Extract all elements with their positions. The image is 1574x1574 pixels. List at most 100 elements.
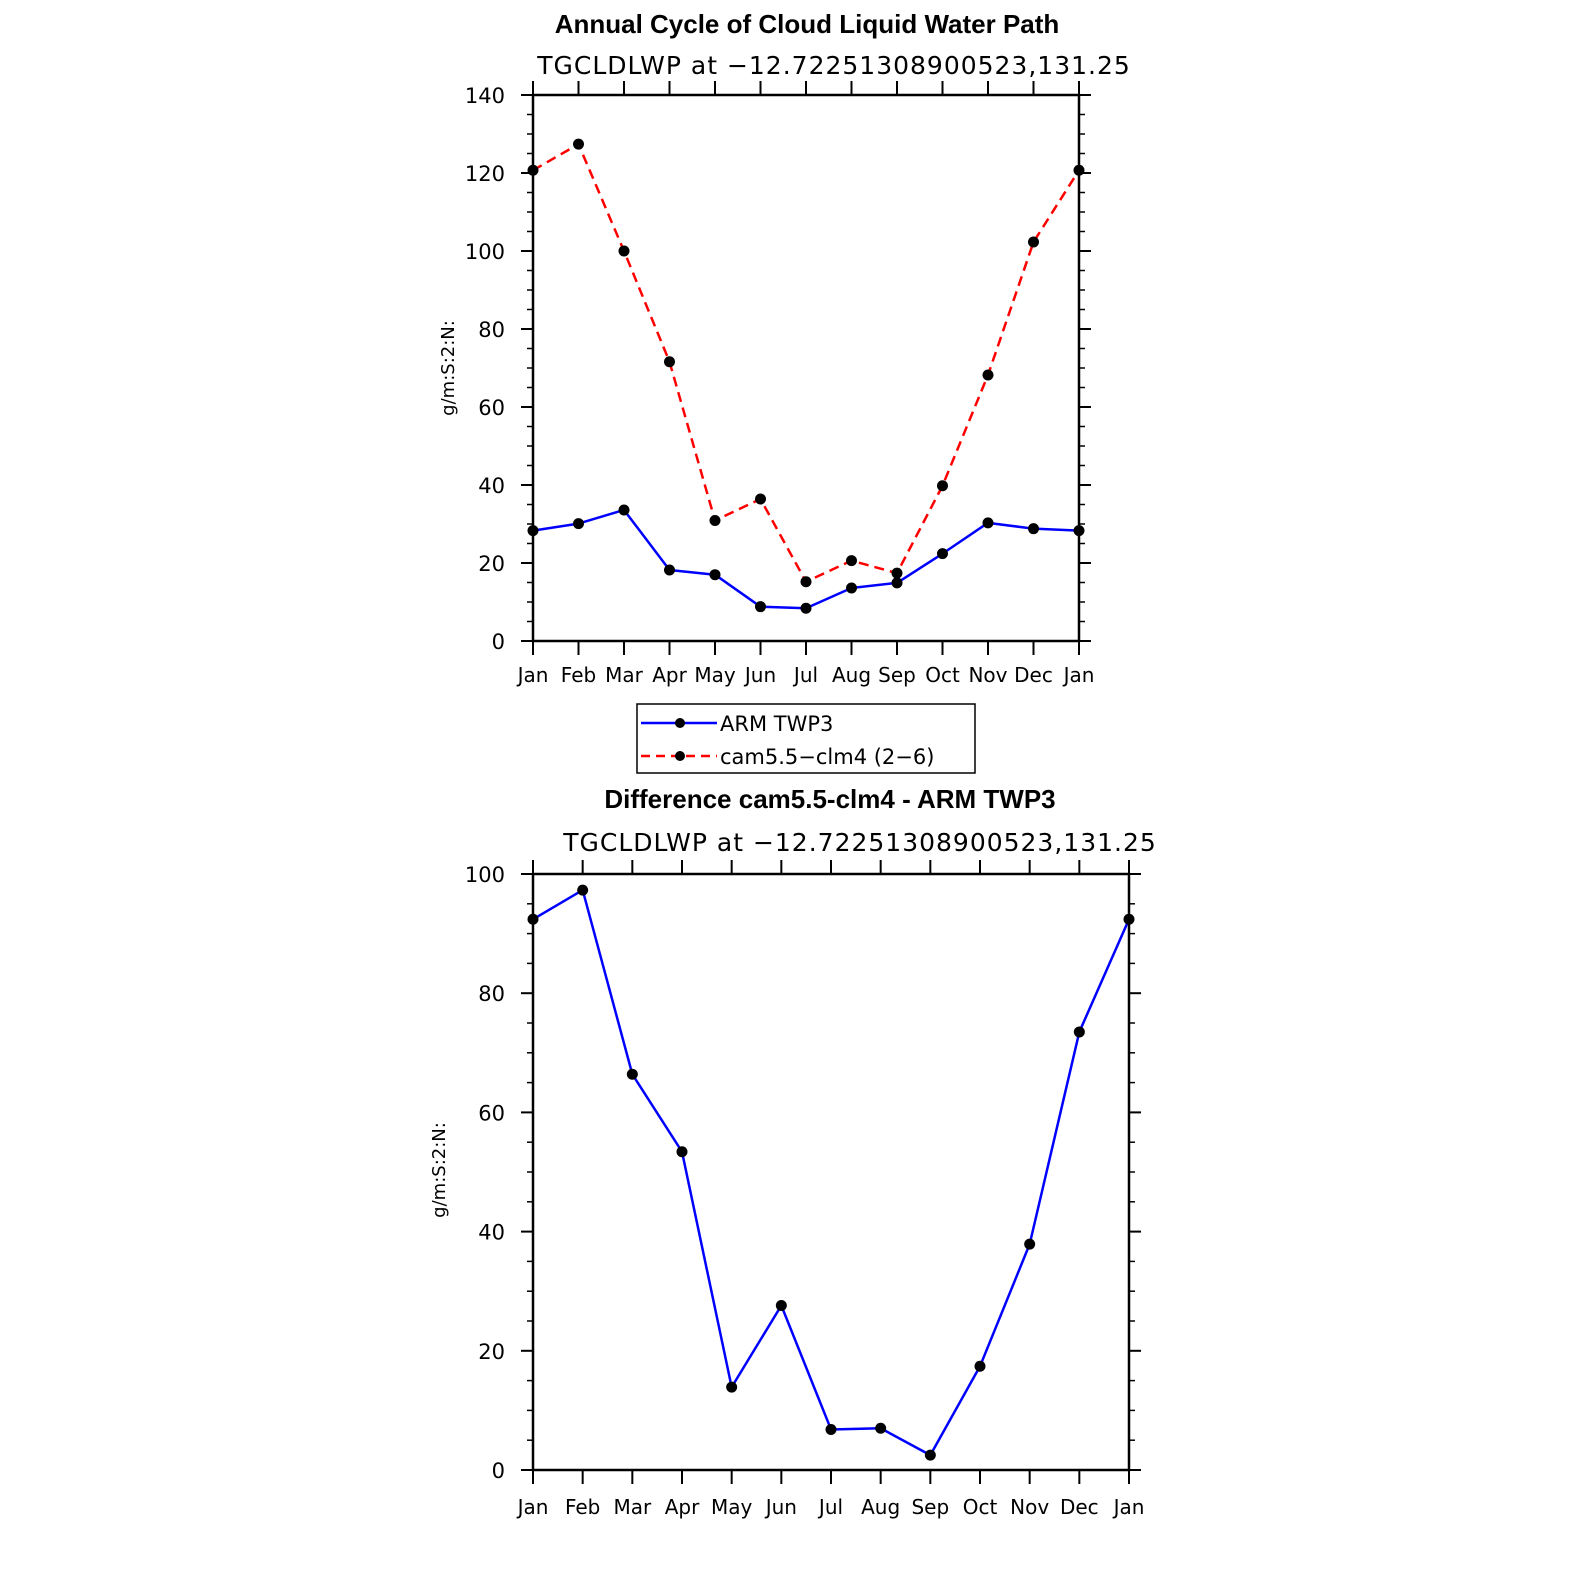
top-series-1-point: [573, 138, 584, 150]
top-xtick-label-jun: Jun: [743, 663, 776, 687]
bottom-xtick-label-apr: Apr: [665, 1495, 700, 1519]
top-ytick-label: 100: [465, 240, 505, 264]
bottom-series-0-point: [577, 884, 589, 896]
top-series-1-point: [891, 567, 903, 579]
bottom-series-0-point: [825, 1423, 837, 1435]
top-chart-subtitle: TGCLDLWP at −12.72251308900523,131.25: [536, 51, 1131, 80]
top-series-line-0: [532, 508, 1080, 610]
top-series-0-point: [800, 602, 812, 614]
top-series-1-point: [800, 576, 812, 588]
top-xtick-label-nov: Nov: [968, 663, 1007, 687]
top-ytick-label: 0: [492, 630, 505, 654]
top-series-0-point: [527, 525, 539, 537]
top-series-1-point: [846, 555, 857, 567]
bottom-series-0-point: [726, 1381, 738, 1393]
bottom-xtick-label-sep: Sep: [911, 1495, 949, 1519]
top-xtick-label-oct: Oct: [925, 663, 960, 687]
top-series-1-point: [709, 514, 721, 526]
bottom-ytick-label: 40: [478, 1221, 505, 1245]
top-ytick-label: 60: [478, 396, 505, 420]
top-xtick-label-aug: Aug: [832, 663, 871, 687]
top-series-line-1: [532, 142, 1081, 583]
top-ytick-label: 140: [465, 84, 505, 108]
legend-box: [636, 703, 976, 774]
top-series-0-point: [573, 518, 584, 530]
top-chart-title: Annual Cycle of Cloud Liquid Water Path: [555, 9, 1060, 39]
top-plot-area: 0 20 40 60 80 100 120 140 Jan Feb Mar Apr May Jun Jul A…: [465, 81, 1095, 687]
bottom-chart-subtitle: TGCLDLWP at −12.72251308900523,131.25: [562, 828, 1157, 857]
bottom-series-0-point: [1073, 1026, 1085, 1038]
bottom-series-0-point: [527, 913, 539, 925]
top-xtick-label-apr: Apr: [652, 663, 687, 687]
legend-label-arm: ARM TWP3: [720, 712, 833, 736]
bottom-xtick-label-mar: Mar: [613, 1495, 652, 1519]
bottom-xtick-label-oct: Oct: [963, 1495, 998, 1519]
top-series-0-point: [709, 569, 721, 581]
top-series-1-point: [982, 369, 994, 381]
bottom-ytick-label: 0: [492, 1459, 505, 1483]
bottom-ytick-label: 100: [465, 863, 505, 887]
bottom-xtick-label-jun: Jun: [764, 1495, 797, 1519]
bottom-series-0-point: [626, 1068, 638, 1080]
legend-marker-arm: [675, 718, 685, 728]
bottom-xtick-label-may: May: [711, 1495, 753, 1519]
top-series-1-point: [937, 480, 948, 492]
top-xtick-label-may: May: [694, 663, 736, 687]
bottom-series-line-0: [532, 888, 1131, 1457]
bottom-plot-area: 0 20 40 60 80 100 Jan Feb Mar Apr May Jun Jul Aug Sep O…: [465, 860, 1145, 1519]
bottom-xtick-label-aug: Aug: [861, 1495, 900, 1519]
top-series-1-point: [1028, 236, 1039, 248]
bottom-series-0-point: [775, 1300, 787, 1312]
bottom-series-0-point: [1024, 1238, 1036, 1250]
bottom-xtick-label-dec: Dec: [1060, 1495, 1099, 1519]
top-series-0-point: [982, 517, 994, 529]
top-series-0-point: [1028, 523, 1039, 535]
top-ytick-label: 120: [465, 162, 505, 186]
top-series-0-point: [664, 564, 675, 576]
top-series-0-point: [937, 548, 948, 560]
top-ytick-label: 40: [478, 474, 505, 498]
top-series-1-point: [618, 245, 630, 257]
top-series-1-point: [527, 164, 539, 176]
top-xtick-label-jan: Jan: [1062, 663, 1095, 687]
top-xtick-label-jul: Jul: [792, 663, 818, 687]
top-xtick-label-feb: Feb: [561, 663, 596, 687]
bottom-chart-y-axis-label: g/m:S:2:N:: [429, 1122, 450, 1218]
top-series-0-point: [1073, 525, 1085, 537]
bottom-series-0-point: [924, 1449, 936, 1461]
top-series-1-point: [755, 493, 766, 505]
bottom-xtick-label-jan: Jan: [516, 1495, 549, 1519]
top-xtick-label-jan: Jan: [516, 663, 549, 687]
top-frame: [531, 93, 1081, 643]
top-series-1-point: [664, 356, 675, 368]
legend-marker-cam: [675, 751, 685, 761]
top-chart: Annual Cycle of Cloud Liquid Water Path …: [438, 9, 1131, 687]
top-xtick-label-sep: Sep: [878, 663, 916, 687]
legend-label-cam: cam5.5−clm4 (2−6): [720, 745, 934, 769]
top-ytick-label: 20: [478, 552, 505, 576]
bottom-series-0-point: [875, 1422, 887, 1434]
legend: ARM TWP3 cam5.5−clm4 (2−6): [636, 703, 976, 774]
top-series-0-point: [846, 582, 857, 594]
bottom-xtick-label-jan: Jan: [1112, 1495, 1145, 1519]
top-xtick-label-mar: Mar: [605, 663, 644, 687]
bottom-ytick-label: 80: [478, 982, 505, 1006]
bottom-series-0-point: [1123, 913, 1135, 925]
bottom-xtick-label-nov: Nov: [1010, 1495, 1049, 1519]
bottom-chart-title: Difference cam5.5-clm4 - ARM TWP3: [604, 784, 1055, 814]
top-series-0-point: [891, 577, 903, 589]
bottom-xtick-label-feb: Feb: [565, 1495, 600, 1519]
top-series-1-point: [1073, 164, 1085, 176]
top-series-0-point: [755, 601, 766, 613]
bottom-series-0-point: [974, 1360, 986, 1372]
bottom-ytick-label: 20: [478, 1340, 505, 1364]
bottom-chart: Difference cam5.5-clm4 - ARM TWP3 TGCLDL…: [429, 784, 1157, 1519]
bottom-ytick-label: 60: [478, 1101, 505, 1125]
top-xtick-label-dec: Dec: [1014, 663, 1053, 687]
top-chart-y-axis-label: g/m:S:2:N:: [438, 320, 459, 416]
top-series-0-point: [618, 504, 630, 516]
bottom-series-0-point: [676, 1146, 688, 1158]
bottom-xtick-label-jul: Jul: [817, 1495, 843, 1519]
top-ytick-label: 80: [478, 318, 505, 342]
